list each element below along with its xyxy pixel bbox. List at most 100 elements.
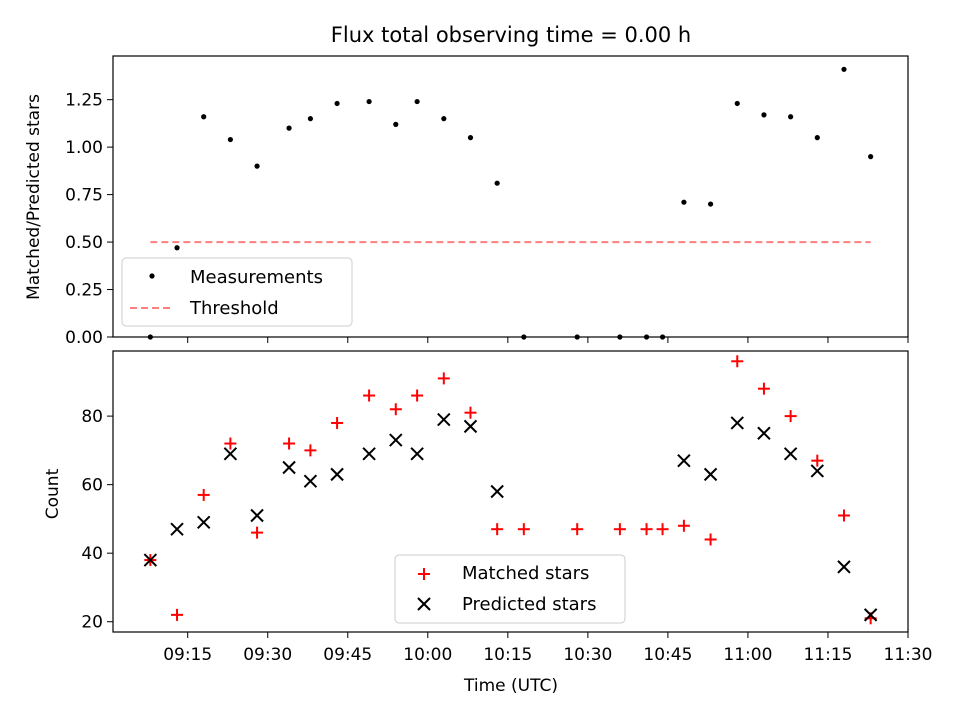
matched-star-point: [331, 416, 344, 429]
measurement-point: [366, 98, 372, 105]
predicted-star-point: [703, 467, 718, 482]
predicted-star-point: [490, 484, 504, 499]
legend-threshold-label: Threshold: [189, 298, 279, 319]
predicted-star-point: [757, 426, 771, 440]
top-legend: Measurements Threshold: [121, 257, 353, 327]
measurement-point: [334, 100, 340, 107]
top-chart-title: Flux total observing time = 0.00 h: [331, 23, 691, 47]
x-tick-label: 11:30: [884, 645, 933, 665]
legend-matched-marker: [418, 568, 430, 580]
measurement-point: [841, 66, 847, 72]
x-tick-label: 09:45: [323, 645, 372, 665]
predicted-star-point: [389, 433, 403, 447]
predicted-star-point: [810, 464, 825, 478]
measurement-point: [814, 135, 820, 141]
top-axes: 0.00 0.25 0.50 0.75 1.00 1.25: [65, 91, 909, 348]
top-plot-area: [147, 66, 874, 340]
predicted-star-point: [677, 453, 691, 468]
bottom-y-tick-label: 40: [81, 544, 103, 564]
predicted-star-point: [410, 447, 424, 461]
predicted-star-point: [196, 515, 211, 530]
x-tick-label: 10:00: [403, 645, 452, 665]
matched-star-point: [677, 519, 690, 532]
top-y-tick-label: 1.25: [65, 91, 103, 111]
predicted-star-point: [303, 474, 318, 488]
matched-star-point: [731, 355, 744, 368]
matched-star-point: [517, 523, 530, 536]
measurement-point: [494, 180, 500, 186]
matched-star-point: [283, 437, 296, 450]
legend-measurements-marker: [149, 273, 155, 279]
bottom-axes-frame: [112, 350, 909, 633]
matched-star-point: [171, 608, 184, 621]
bottom-y-tick-label: 60: [81, 476, 103, 496]
predicted-star-point: [143, 553, 158, 567]
matched-star-point: [304, 444, 317, 457]
top-axes-frame: [112, 55, 909, 338]
x-tick-label: 10:30: [563, 645, 612, 665]
top-y-tick-label: 0.50: [65, 233, 103, 253]
predicted-star-point: [282, 460, 296, 475]
top-y-tick-label: 0.00: [65, 328, 103, 348]
measurement-point: [201, 114, 207, 120]
predicted-star-point: [362, 447, 376, 461]
x-tick-label: 11:00: [723, 645, 772, 665]
bottom-axes: 09:15 09:30 09:45 10:00 10:15 10:30 10:45 11:00…: [81, 407, 932, 665]
matched-star-point: [363, 389, 376, 402]
predicted-star-point: [223, 447, 238, 461]
matched-star-point: [757, 382, 770, 395]
matched-star-point: [640, 523, 653, 536]
measurement-point: [307, 116, 314, 122]
bottom-y-tick-label: 80: [81, 407, 103, 427]
bottom-plot-area: [143, 355, 878, 625]
top-y-tick-label: 0.75: [65, 186, 103, 206]
predicted-star-point: [250, 508, 264, 523]
measurement-point: [681, 199, 687, 205]
bottom-y-axis-label: Count: [43, 468, 63, 519]
top-y-tick-label: 1.00: [65, 138, 103, 158]
predicted-star-point: [330, 467, 344, 482]
predicted-star-point: [863, 608, 878, 622]
matched-star-point: [224, 437, 237, 450]
measurement-point: [174, 245, 180, 251]
matched-star-point: [411, 389, 424, 402]
matched-star-point: [571, 523, 584, 536]
matched-star-point: [437, 372, 450, 385]
predicted-star-point: [837, 560, 851, 574]
predicted-star-point: [730, 416, 744, 430]
predicted-star-point: [437, 412, 451, 427]
matched-star-point: [704, 533, 717, 546]
measurement-point: [414, 98, 420, 105]
matched-star-point: [784, 410, 797, 423]
measurement-point: [707, 201, 714, 207]
legend-predicted-marker: [417, 597, 431, 611]
measurement-point: [734, 100, 740, 107]
measurement-point: [788, 114, 794, 120]
bottom-legend-box: [394, 554, 626, 624]
matched-star-point: [251, 526, 264, 539]
top-y-axis-label: Matched/Predicted stars: [24, 94, 44, 300]
legend-predicted-label: Predicted stars: [462, 594, 596, 615]
matched-star-point: [811, 454, 824, 467]
x-tick-label: 09:15: [163, 645, 212, 665]
matched-star-point: [656, 523, 669, 536]
x-tick-label: 11:15: [803, 645, 852, 665]
matched-star-point: [491, 523, 504, 536]
measurement-point: [868, 154, 874, 160]
bottom-y-tick-label: 20: [81, 613, 103, 633]
measurement-point: [761, 112, 767, 118]
predicted-star-point: [463, 419, 478, 434]
matched-star-point: [197, 488, 210, 501]
predicted-star-point: [783, 447, 798, 461]
x-axis-label: Time (UTC): [463, 676, 558, 696]
measurement-point: [254, 163, 260, 169]
bottom-legend: Matched stars Predicted stars: [394, 554, 626, 624]
x-tick-label: 10:45: [643, 645, 692, 665]
top-y-tick-label: 0.25: [65, 281, 103, 301]
legend-measurements-label: Measurements: [190, 267, 323, 288]
top-legend-box: [121, 257, 353, 327]
x-tick-label: 10:15: [483, 645, 532, 665]
measurement-point: [227, 136, 233, 143]
x-tick-label: 09:30: [243, 645, 292, 665]
